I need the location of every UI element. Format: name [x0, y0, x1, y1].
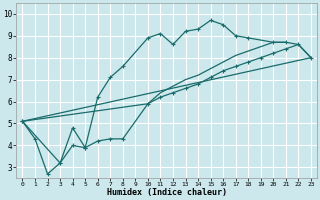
X-axis label: Humidex (Indice chaleur): Humidex (Indice chaleur) — [107, 188, 227, 197]
